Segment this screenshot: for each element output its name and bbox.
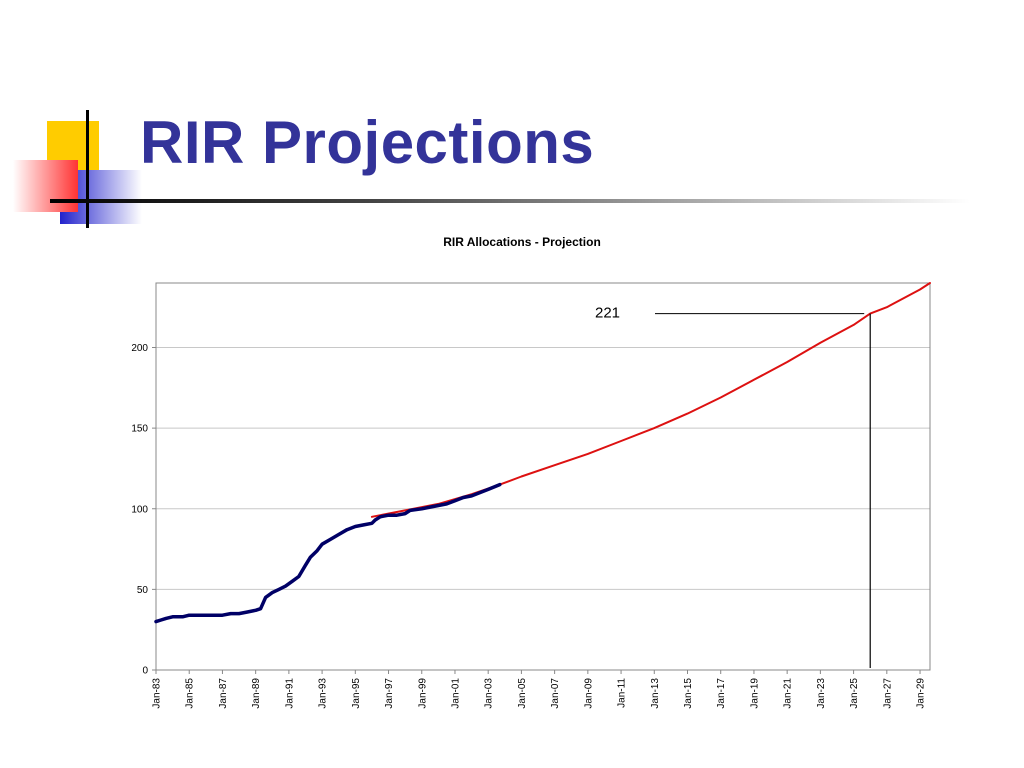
x-tick-label: Jan-15	[683, 678, 694, 709]
x-tick-label: Jan-05	[517, 678, 528, 709]
x-tick-label: Jan-95	[351, 678, 362, 709]
x-tick-label: Jan-89	[251, 678, 262, 709]
x-tick-label: Jan-21	[783, 678, 794, 709]
x-tick-label: Jan-09	[583, 678, 594, 709]
grid-lines	[156, 347, 930, 590]
annotation-label: 221	[595, 305, 620, 322]
annotation: 221	[595, 305, 871, 668]
chart-title: RIR Allocations - Projection	[443, 235, 601, 249]
x-tick-label: Jan-29	[916, 678, 927, 709]
slide-title: RIR Projections	[140, 109, 595, 176]
deco-vertical-bar	[86, 110, 89, 228]
x-tick-label: Jan-23	[816, 678, 827, 709]
x-tick-label: Jan-99	[417, 678, 428, 709]
x-tick-label: Jan-03	[484, 678, 495, 709]
x-tick-label: Jan-85	[185, 678, 196, 709]
series-line-actual	[154, 482, 502, 624]
x-tick-label: Jan-97	[384, 678, 395, 709]
title-rule	[50, 199, 970, 203]
deco-red-square	[13, 160, 78, 212]
x-tick-label: Jan-87	[218, 678, 229, 709]
x-axis: Jan-83 Jan-85 Jan-87 Jan-89 Jan-91 Jan-93 Jan-…	[152, 670, 927, 709]
x-tick-label: Jan-25	[849, 678, 860, 709]
x-tick-label: Jan-83	[152, 678, 163, 709]
y-tick-label: 50	[137, 585, 149, 596]
y-tick-label: 100	[131, 504, 148, 515]
x-tick-label: Jan-07	[550, 678, 561, 709]
x-tick-label: Jan-11	[617, 678, 628, 708]
x-tick-label: Jan-27	[882, 678, 893, 709]
series-layer	[154, 282, 931, 624]
y-axis: 0 50 100 150 200	[131, 343, 156, 677]
x-tick-label: Jan-17	[716, 678, 727, 709]
y-tick-label: 200	[131, 343, 148, 354]
y-tick-label: 150	[131, 424, 148, 435]
x-tick-label: Jan-01	[450, 678, 461, 709]
title-decoration	[13, 110, 142, 228]
x-tick-label: Jan-19	[749, 678, 760, 709]
y-tick-label: 0	[142, 666, 148, 677]
series-line-projection	[370, 282, 931, 518]
x-tick-label: Jan-93	[318, 678, 329, 709]
x-tick-label: Jan-13	[650, 678, 661, 709]
plot-area	[155, 282, 931, 671]
x-tick-label: Jan-91	[284, 678, 295, 709]
